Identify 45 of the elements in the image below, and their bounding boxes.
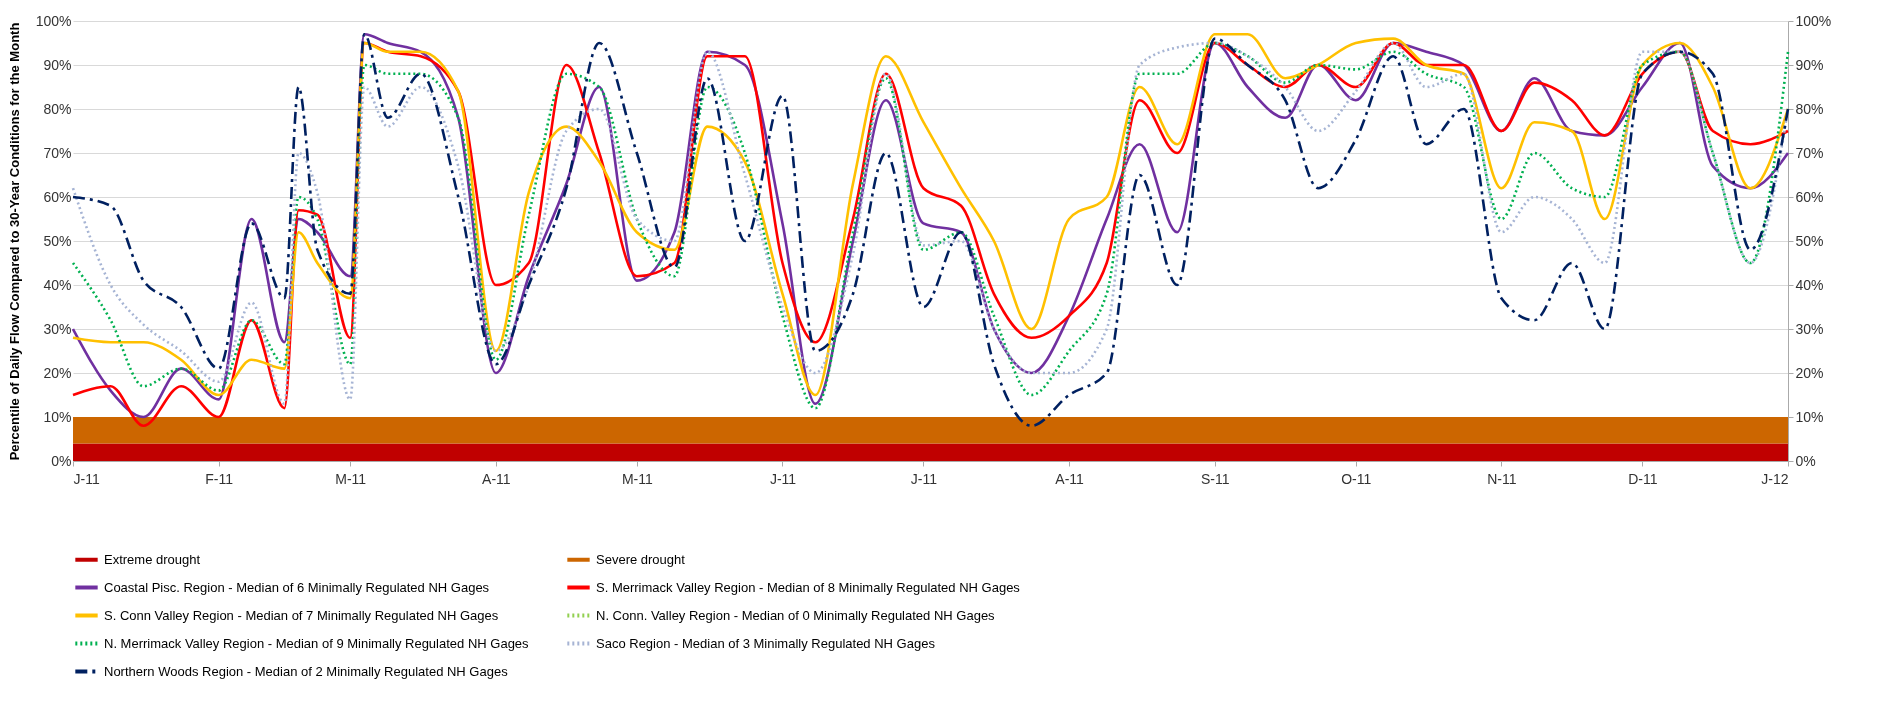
x-tick-label: A-11 — [1055, 470, 1085, 487]
x-tick-label: S-11 — [1200, 470, 1230, 487]
x-tick-label: F-11 — [205, 470, 234, 487]
y2-tick-label: 10% — [1795, 408, 1824, 425]
x-tick-label: M-11 — [621, 470, 653, 487]
x-tick-label: M-11 — [335, 470, 367, 487]
y-axis-title: Percentile of Daily Flow Compared to 30-Year Conditions for the Month — [6, 22, 22, 461]
legend-label: N. Merrimack Valley Region - Median of 9 Minimally Regulated NH Gages — [104, 635, 530, 651]
x-tick-label: J-11 — [910, 470, 938, 487]
y-tick-label: 0% — [51, 452, 72, 469]
x-tick-label: J-12 — [1761, 470, 1789, 487]
y2-tick-label: 80% — [1795, 100, 1824, 117]
y2-tick-label: 60% — [1795, 188, 1824, 205]
x-tick-label: A-11 — [482, 470, 511, 487]
y-tick-label: 90% — [43, 56, 72, 73]
legend-label: Extreme drought — [104, 551, 201, 567]
legend-label: N. Conn. Valley Region - Median of 0 Minimally Regulated NH Gages — [596, 607, 996, 623]
y-tick-label: 80% — [43, 100, 72, 117]
y2-tick-label: 50% — [1795, 232, 1824, 249]
y2-tick-label: 30% — [1795, 320, 1824, 337]
x-tick-label: N-11 — [1487, 470, 1517, 487]
y-tick-label: 40% — [43, 276, 72, 293]
legend-label: Saco Region - Median of 3 Minimally Regulated NH Gages — [596, 635, 936, 651]
y-tick-label: 10% — [43, 408, 72, 425]
x-tick-label: J-11 — [769, 470, 797, 487]
y-tick-label: 70% — [43, 144, 72, 161]
y2-tick-label: 0% — [1795, 452, 1816, 469]
y2-tick-label: 70% — [1795, 144, 1824, 161]
legend-label: Severe drought — [596, 551, 686, 567]
legend-label: S. Merrimack Valley Region - Median of 8 Minimally Regulated NH Gages — [596, 579, 1021, 595]
y-tick-label: 50% — [43, 232, 72, 249]
y2-tick-label: 20% — [1795, 364, 1824, 381]
x-tick-label: O-11 — [1341, 470, 1372, 487]
y2-tick-label: 100% — [1795, 12, 1832, 29]
x-tick-label: D-11 — [1628, 470, 1658, 487]
legend-label: S. Conn Valley Region - Median of 7 Minimally Regulated NH Gages — [104, 607, 499, 623]
y-tick-label: 20% — [43, 364, 72, 381]
legend-label: Coastal Pisc. Region - Median of 6 Minimally Regulated NH Gages — [104, 579, 490, 595]
y2-tick-label: 90% — [1795, 56, 1824, 73]
legend-label: Northern Woods Region - Median of 2 Minimally Regulated NH Gages — [104, 663, 509, 679]
y2-tick-label: 40% — [1795, 276, 1824, 293]
y-tick-label: 100% — [35, 12, 72, 29]
y-tick-label: 30% — [43, 320, 72, 337]
y-tick-label: 60% — [43, 188, 72, 205]
x-tick-label: J-11 — [73, 470, 100, 487]
